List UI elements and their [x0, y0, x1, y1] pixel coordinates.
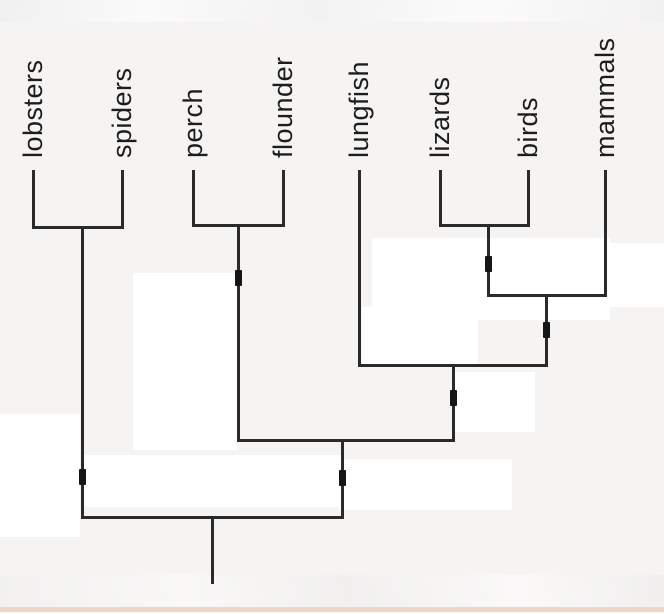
- character-tick-mark: [78, 469, 86, 485]
- taxon-label-perch: perch: [177, 87, 208, 158]
- branch-segment: [236, 438, 455, 442]
- character-tick-mark: [338, 470, 346, 486]
- erasure-patch: [133, 273, 237, 450]
- bottom-edge-strip: [0, 612, 664, 614]
- branch-segment: [603, 169, 607, 297]
- taxon-label-lizards: lizards: [424, 76, 455, 158]
- character-tick-mark: [234, 270, 242, 286]
- taxon-label-lungfish: lungfish: [343, 60, 374, 158]
- taxon-label-lobsters: lobsters: [17, 59, 48, 158]
- erasure-patch: [452, 372, 535, 432]
- erasure-patch: [372, 238, 610, 320]
- branch-segment: [438, 223, 530, 227]
- erasure-patch: [0, 414, 80, 537]
- erasure-patch: [362, 307, 478, 364]
- taxon-label-birds: birds: [512, 96, 543, 158]
- branch-segment: [210, 515, 214, 584]
- branch-segment: [526, 169, 530, 227]
- erasure-patch: [84, 455, 343, 507]
- branch-segment: [438, 169, 442, 227]
- bottom-texture-band: [0, 575, 664, 607]
- branch-segment: [357, 169, 361, 367]
- branch-segment: [80, 225, 84, 519]
- branch-segment: [31, 169, 35, 229]
- character-tick-mark: [542, 322, 550, 338]
- branch-segment: [236, 223, 240, 442]
- erasure-patch: [339, 459, 512, 510]
- character-tick-mark: [484, 256, 492, 272]
- taxon-label-mammals: mammals: [589, 37, 620, 158]
- erasure-patch: [572, 243, 664, 307]
- taxon-label-flounder: flounder: [267, 56, 298, 158]
- top-texture-band: [0, 0, 664, 22]
- branch-segment: [281, 169, 285, 227]
- branch-segment: [31, 225, 124, 229]
- bottom-accent-stripe: [0, 607, 664, 612]
- branch-segment: [191, 169, 195, 227]
- character-tick-mark: [449, 390, 457, 406]
- branch-segment: [120, 169, 124, 229]
- taxon-label-spiders: spiders: [106, 67, 137, 158]
